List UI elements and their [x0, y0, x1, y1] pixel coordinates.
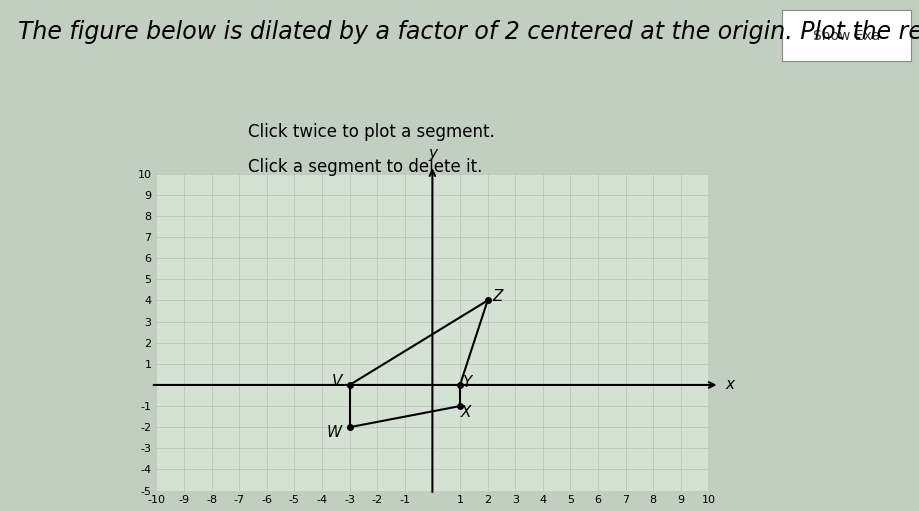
Text: Click twice to plot a segment.: Click twice to plot a segment. — [248, 123, 494, 141]
Text: x: x — [724, 378, 733, 392]
Text: Z: Z — [492, 289, 502, 304]
Text: The figure below is dilated by a factor of 2 centered at the origin. Plot the re: The figure below is dilated by a factor … — [18, 20, 919, 44]
Text: Click a segment to delete it.: Click a segment to delete it. — [248, 158, 482, 176]
Text: y: y — [427, 146, 437, 161]
Text: V: V — [332, 374, 342, 389]
Text: Show Exa: Show Exa — [811, 29, 879, 43]
Text: X: X — [460, 405, 471, 420]
Text: W: W — [326, 425, 342, 440]
Text: Y: Y — [461, 375, 471, 390]
